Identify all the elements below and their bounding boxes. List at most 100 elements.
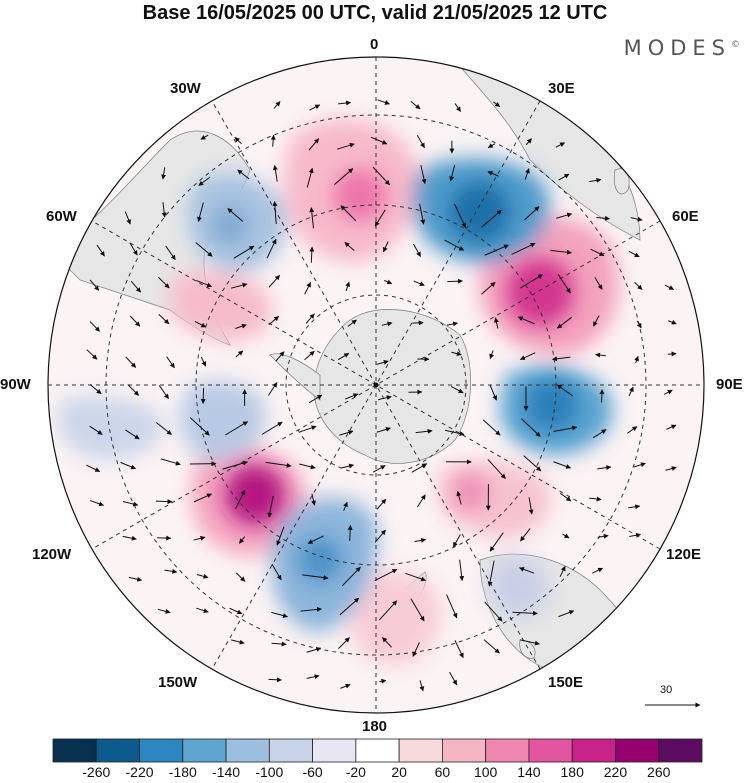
wind-vector-arrow <box>599 389 605 403</box>
wind-vector-arrow <box>413 280 425 287</box>
lon-label-30w: 30W <box>170 80 201 97</box>
colorbar-swatch <box>398 738 443 763</box>
lon-label-180: 180 <box>362 718 388 735</box>
wind-vector-arrow <box>556 212 573 219</box>
wind-vector-arrow <box>129 315 141 327</box>
wind-vector-arrow <box>86 464 101 472</box>
wind-vector-arrow <box>222 460 248 470</box>
wind-vector-arrow <box>629 532 642 538</box>
wind-vector-arrow <box>413 243 421 257</box>
wind-vector-arrow <box>164 568 178 574</box>
wind-vector-arrow <box>630 216 643 222</box>
wind-vector-arrow <box>300 606 322 612</box>
wind-vector-arrow <box>235 350 244 358</box>
wind-vector-arrow <box>634 355 639 364</box>
wind-vector-arrow <box>592 315 600 327</box>
wind-vector-arrow <box>230 282 248 289</box>
wind-vector-arrow <box>550 249 572 255</box>
wind-vector-arrow <box>384 279 393 285</box>
wind-vector-arrow <box>309 207 315 229</box>
wind-vector-arrow <box>267 382 278 396</box>
wind-vector-arrow <box>665 466 677 472</box>
wind-vector-arrow <box>89 321 101 332</box>
colorbar-tick-label: -180 <box>168 764 197 780</box>
wind-vector-arrow <box>454 103 462 112</box>
wind-vector-arrow <box>420 164 427 185</box>
wind-vector-arrow <box>372 465 386 473</box>
colorbar-tick-label: -260 <box>82 764 111 780</box>
colorbar <box>52 738 703 763</box>
wind-vector-arrow <box>374 568 398 581</box>
wind-vector-arrow <box>155 422 172 435</box>
wind-vector-arrow <box>489 384 498 401</box>
anomaly-cores <box>212 169 578 582</box>
colorbar-tick-label: 60 <box>434 764 451 780</box>
wind-vector-arrow <box>483 639 500 654</box>
wind-vector-arrow <box>267 496 274 518</box>
wind-vector-arrow <box>378 600 398 621</box>
wind-vector-arrow <box>454 203 467 228</box>
wind-vector-arrow <box>276 526 285 546</box>
wind-vector-arrow <box>557 274 571 294</box>
wind-vector-arrow <box>120 461 136 470</box>
colorbar-swatch <box>571 738 616 763</box>
wind-vector-arrow <box>595 352 606 358</box>
colorbar-tick-label: 140 <box>517 764 541 780</box>
wind-vector-arrow <box>196 573 209 579</box>
wind-vector-arrow <box>487 560 495 587</box>
wind-vector-arrow <box>521 418 541 437</box>
wind-vector-arrow <box>410 101 421 110</box>
wind-vector-arrow <box>487 459 506 479</box>
colorbar-tick-label: 220 <box>603 764 628 780</box>
colorbar-tick-label: -100 <box>255 764 284 780</box>
wind-vector-arrow <box>268 315 280 326</box>
wind-vector-arrow <box>347 524 353 541</box>
colorbar-swatch <box>355 738 400 763</box>
wind-vector-arrow <box>378 395 392 401</box>
wind-vector-arrow <box>266 238 277 259</box>
colorbar-swatch <box>658 738 703 763</box>
wind-vector-arrow <box>337 352 350 361</box>
wind-vector-arrow <box>347 319 357 327</box>
wind-vector-arrow <box>344 393 359 400</box>
wind-vector-arrow <box>382 637 392 648</box>
wind-vector-arrow <box>235 572 246 582</box>
wind-vector-arrow <box>338 637 350 649</box>
south-pole-marker <box>373 382 379 388</box>
wind-vector-arrow <box>489 350 495 360</box>
colorbar-tick-label: 100 <box>473 764 498 780</box>
wind-vector-arrow <box>626 426 638 434</box>
wind-vector-arrow <box>311 493 316 506</box>
wind-vector-arrow <box>189 417 210 436</box>
wind-vector-arrow <box>125 356 137 368</box>
wind-vector-arrow <box>454 640 464 659</box>
wind-vector-arrow <box>416 134 425 149</box>
wind-vector-arrow <box>668 319 677 325</box>
wind-vector-arrow <box>374 529 386 543</box>
wind-vector-arrow <box>237 169 250 180</box>
wind-vector-arrow <box>338 100 352 106</box>
colorbar-tick-label: 20 <box>391 764 407 780</box>
wind-vector-arrow <box>302 574 329 581</box>
wind-vector-arrow <box>379 678 387 684</box>
wind-vector-arrow <box>339 597 360 616</box>
wind-vector-arrow <box>562 533 570 539</box>
wind-vector-arrow <box>89 425 103 435</box>
wind-vector-arrow <box>558 610 575 618</box>
wind-vector-arrow <box>158 385 169 400</box>
wind-vector-arrow <box>634 281 643 290</box>
wind-vector-arrow <box>520 528 531 542</box>
wind-vector-arrow <box>158 314 170 325</box>
wind-vector-arrow <box>381 321 393 327</box>
colorbar-swatch <box>312 738 357 763</box>
wind-vector-arrow <box>200 134 209 140</box>
wind-vector-arrow <box>268 677 282 683</box>
colorbar-swatch <box>225 738 270 763</box>
wind-vector-arrow <box>449 164 456 182</box>
wind-vector-arrow <box>229 607 243 615</box>
colorbar-swatch <box>95 738 140 763</box>
wind-vector-arrow <box>198 176 211 186</box>
wind-vector-arrow <box>512 610 538 616</box>
wind-vector-arrow <box>305 313 315 324</box>
colorbar-tick-label: -20 <box>345 764 366 780</box>
